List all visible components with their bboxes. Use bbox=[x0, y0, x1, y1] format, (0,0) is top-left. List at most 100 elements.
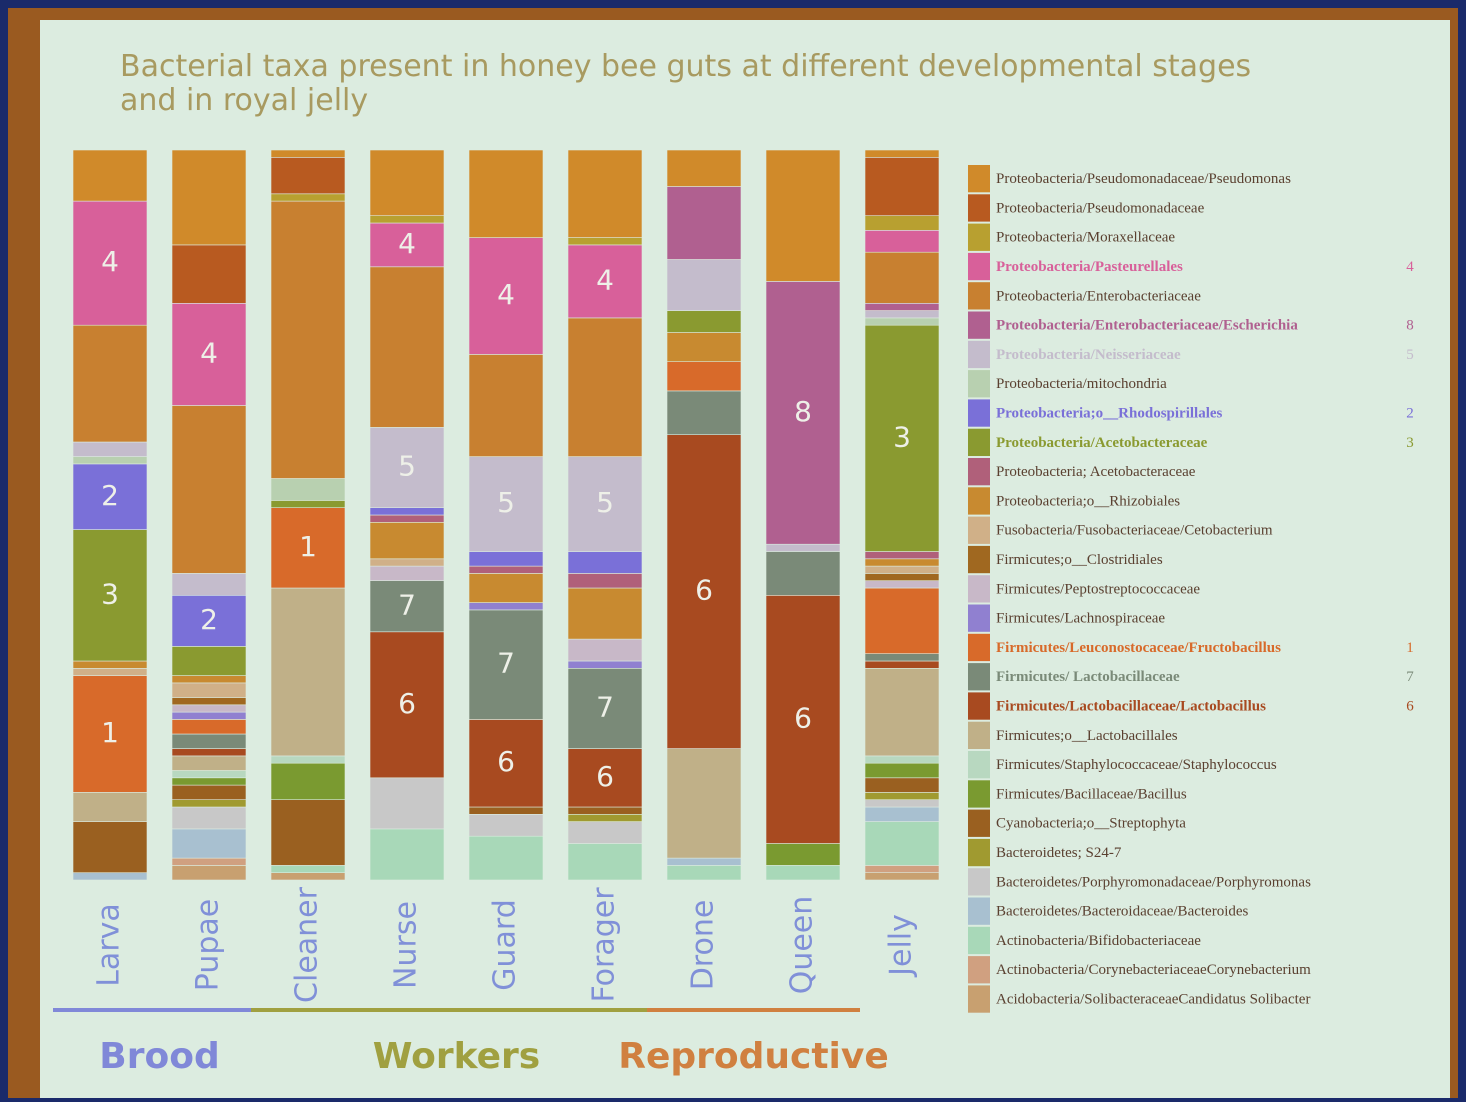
bar-segment bbox=[865, 566, 939, 573]
bar-segment bbox=[865, 303, 939, 310]
legend-swatch bbox=[968, 546, 990, 573]
bar-segment bbox=[667, 150, 741, 187]
bar-segment bbox=[568, 552, 642, 574]
legend-swatch bbox=[968, 429, 990, 456]
segment-label: 6 bbox=[497, 745, 515, 778]
legend-swatch bbox=[968, 165, 990, 192]
bar-segment bbox=[370, 216, 444, 223]
bar-segment bbox=[271, 201, 345, 478]
bar-segment bbox=[469, 566, 543, 573]
legend-swatch bbox=[968, 370, 990, 397]
bar-segment bbox=[73, 661, 147, 668]
bar-segment bbox=[766, 544, 840, 551]
legend-swatch bbox=[968, 985, 990, 1012]
segment-label: 5 bbox=[497, 486, 515, 519]
group-label: Brood bbox=[99, 1036, 219, 1077]
legend-swatch bbox=[968, 868, 990, 895]
legend-label: Bacteroidetes; S24-7 bbox=[996, 845, 1122, 861]
bar-segment bbox=[865, 318, 939, 325]
legend-swatch bbox=[968, 956, 990, 983]
bar-segment bbox=[865, 157, 939, 215]
bar-segment bbox=[73, 668, 147, 675]
legend-label: Fusobacteria/Fusobacteriaceae/Cetobacter… bbox=[996, 523, 1273, 539]
legend-label: Proteobacteria/Pasteurellales bbox=[996, 259, 1183, 275]
bar-segment bbox=[568, 318, 642, 457]
bar-segment bbox=[865, 581, 939, 588]
segment-label: 4 bbox=[398, 227, 416, 260]
legend-label: Firmicutes;o__Clostridiales bbox=[996, 552, 1163, 568]
legend-label: Firmicutes/Peptostreptococcaceae bbox=[996, 581, 1200, 597]
legend-label: Bacteroidetes/Porphyromonadaceae/Porphyr… bbox=[996, 874, 1311, 890]
x-tick-label: Drone bbox=[686, 900, 721, 991]
bar-segment bbox=[865, 588, 939, 654]
bar-segment bbox=[568, 238, 642, 245]
bar-segment bbox=[172, 778, 246, 785]
legend-tag: 6 bbox=[1406, 698, 1414, 714]
legend-swatch bbox=[968, 282, 990, 309]
bar-segment bbox=[73, 873, 147, 880]
bar-segment bbox=[172, 771, 246, 778]
legend-swatch bbox=[968, 780, 990, 807]
legend-tag: 3 bbox=[1406, 435, 1414, 451]
bar-segment bbox=[865, 654, 939, 661]
legend-swatch bbox=[968, 517, 990, 544]
bar-segment bbox=[865, 792, 939, 799]
bar-segment bbox=[370, 522, 444, 559]
legend-label: Firmicutes/Leuconostocaceae/Fructobacill… bbox=[996, 640, 1281, 656]
legend-swatch bbox=[968, 898, 990, 925]
bar-segment bbox=[568, 150, 642, 238]
page: 1324Larva24Pupae1Cleaner6754Nurse6754Gua… bbox=[0, 0, 1466, 1102]
bar-segment bbox=[469, 603, 543, 610]
segment-label: 6 bbox=[794, 701, 812, 734]
legend-swatch bbox=[968, 810, 990, 837]
segment-label: 3 bbox=[893, 420, 911, 453]
legend-swatch bbox=[968, 487, 990, 514]
legend-swatch bbox=[968, 634, 990, 661]
bar-segment bbox=[73, 150, 147, 201]
segment-label: 5 bbox=[398, 450, 416, 483]
bar-segment bbox=[865, 865, 939, 872]
bar-segment bbox=[271, 588, 345, 756]
legend-label: Proteobacteria/mitochondria bbox=[996, 376, 1167, 392]
bar-segment bbox=[172, 150, 246, 245]
bar-segment bbox=[172, 676, 246, 683]
bar-segment bbox=[370, 566, 444, 581]
legend-label: Firmicutes/Lactobacillaceae/Lactobacillu… bbox=[996, 698, 1266, 714]
legend-label: Proteobacteria/Enterobacteriaceae/Escher… bbox=[996, 318, 1298, 334]
bar-segment bbox=[271, 194, 345, 201]
segment-label: 4 bbox=[101, 245, 119, 278]
x-tick-label: Jelly bbox=[884, 914, 919, 978]
bar-segment bbox=[271, 756, 345, 763]
segment-label: 6 bbox=[695, 574, 713, 607]
legend-label: Proteobacteria/Pseudomonadaceae bbox=[996, 200, 1205, 216]
bar-segment bbox=[370, 778, 444, 829]
bar-segment bbox=[370, 150, 444, 216]
bar-segment bbox=[469, 836, 543, 880]
bar-segment bbox=[370, 508, 444, 515]
chart-title: Bacterial taxa present in honey bee guts… bbox=[120, 50, 1300, 118]
x-tick-label: Queen bbox=[785, 896, 820, 995]
bar-segment bbox=[469, 807, 543, 814]
legend-label: Cyanobacteria;o__Streptophyta bbox=[996, 816, 1186, 832]
bar-segment bbox=[865, 559, 939, 566]
group-label: Reproductive bbox=[618, 1036, 889, 1077]
segment-label: 1 bbox=[101, 716, 119, 749]
legend-swatch bbox=[968, 341, 990, 368]
legend-swatch bbox=[968, 399, 990, 426]
segment-label: 6 bbox=[596, 760, 614, 793]
bar-segment bbox=[865, 800, 939, 807]
legend-swatch bbox=[968, 927, 990, 954]
bar-segment bbox=[766, 552, 840, 596]
bar-segment bbox=[865, 661, 939, 668]
bar-segment bbox=[73, 442, 147, 457]
bar-segment bbox=[370, 559, 444, 566]
bar-segment bbox=[172, 573, 246, 595]
bar-segment bbox=[271, 865, 345, 872]
x-tick-label: Cleaner bbox=[290, 886, 325, 1003]
group-label: Workers bbox=[373, 1036, 540, 1077]
bar-segment bbox=[172, 698, 246, 705]
bar-segment bbox=[271, 500, 345, 507]
bar-segment bbox=[667, 865, 741, 880]
bar-segment bbox=[568, 573, 642, 588]
legend-label: Proteobacteria/Moraxellaceae bbox=[996, 230, 1175, 246]
